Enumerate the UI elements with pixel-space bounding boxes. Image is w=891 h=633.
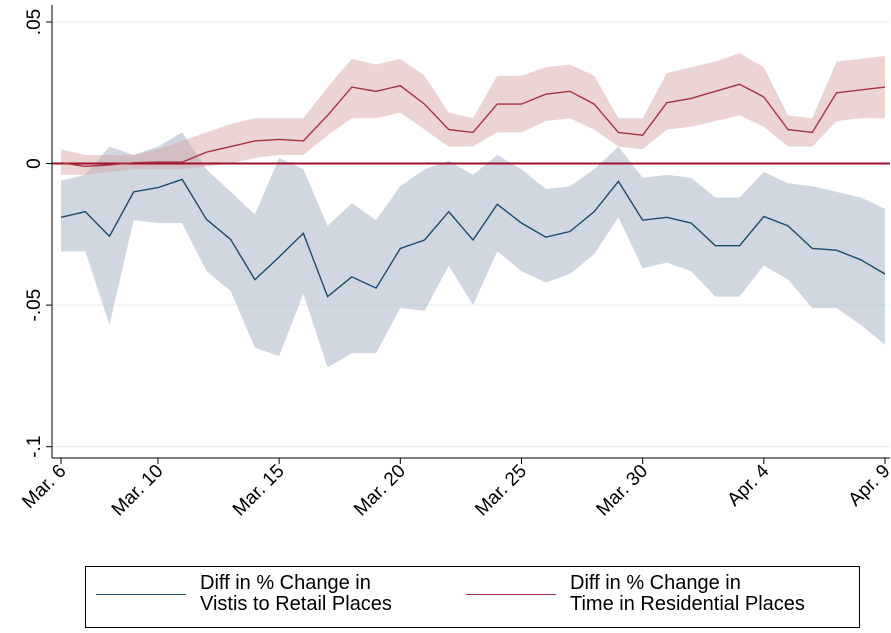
legend-label: Diff in % Change in Time in Residential … (570, 572, 805, 615)
x-tick-label: Mar. 10 (108, 461, 168, 521)
x-tick-label: Mar. 25 (471, 461, 531, 521)
x-tick-label: Apr. 4 (723, 460, 773, 510)
chart: .05 0 -.05 -.1 Mar. 6 Mar. 10 Mar. 15 Mar. 20 Ma… (18, 5, 891, 521)
y-tick-label: -.1 (24, 436, 45, 458)
series-line (60, 83, 886, 168)
confidence-band (61, 53, 885, 175)
confidence-band (61, 132, 885, 368)
legend-entry: Diff in % Change in Vistis to Retail Pla… (96, 573, 392, 615)
legend: Diff in % Change in Vistis to Retail Pla… (85, 566, 860, 628)
series-line (60, 178, 886, 298)
y-tick-label: .05 (24, 9, 45, 35)
x-tick-label: Mar. 6 (18, 461, 70, 513)
y-tick-label: -.05 (24, 289, 45, 322)
x-tick-label: Apr. 9 (845, 461, 891, 511)
x-tick-label: Mar. 30 (593, 461, 653, 521)
legend-swatch (466, 593, 556, 595)
legend-entry: Diff in % Change in Time in Residential … (466, 573, 805, 615)
y-tick-label: 0 (24, 158, 45, 169)
legend-label: Diff in % Change in Vistis to Retail Pla… (200, 572, 392, 615)
x-tick-label: Mar. 20 (350, 461, 410, 521)
legend-swatch (96, 593, 186, 595)
x-tick-label: Mar. 15 (229, 461, 289, 521)
